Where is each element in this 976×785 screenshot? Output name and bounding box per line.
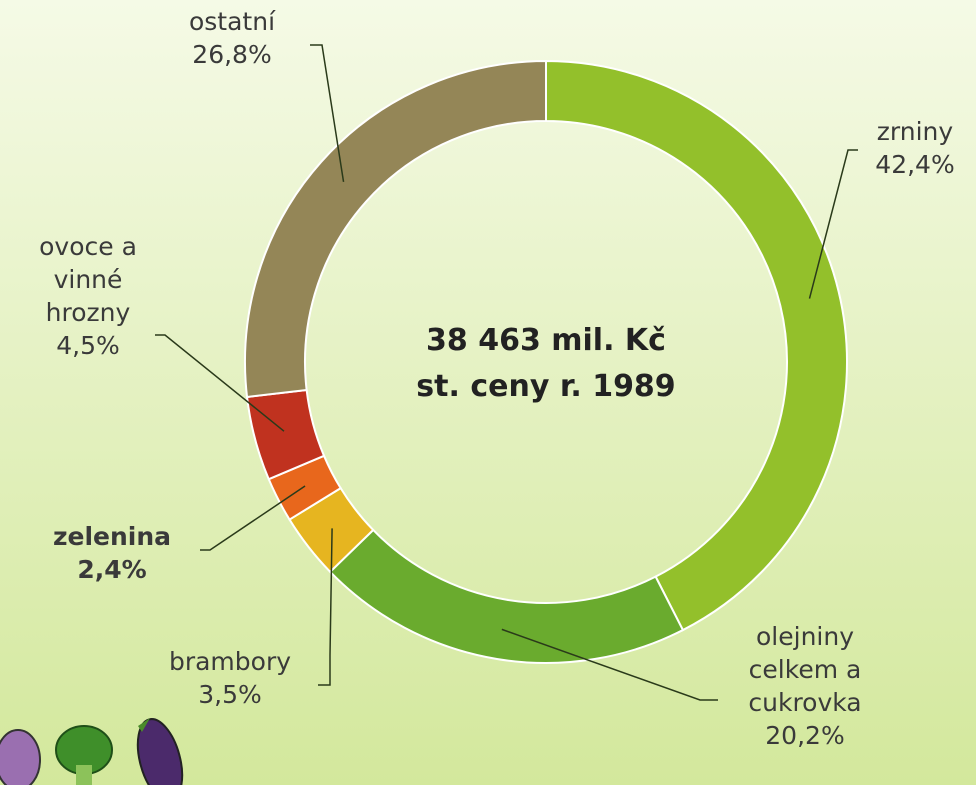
slice-label: ostatní 26,8% <box>189 5 275 71</box>
slice <box>328 528 685 664</box>
center-line: 38 463 mil. Kč <box>426 323 666 358</box>
slice-label: ovoce a vinné hrozny 4,5% <box>39 230 137 362</box>
slice <box>545 59 848 632</box>
value-label: 3,5% <box>198 680 262 709</box>
slice-label: olejniny celkem a cukrovka 20,2% <box>748 620 861 752</box>
category-label: ostatní <box>188 7 276 36</box>
slice-label: zrniny 42,4% <box>875 115 954 181</box>
value-label: 42,4% <box>875 150 955 179</box>
slice <box>244 59 547 399</box>
value-label: 4,5% <box>56 331 120 360</box>
leader-line <box>155 334 285 432</box>
leader-line <box>200 485 306 551</box>
category-label: ovoce a vinné hrozny <box>39 232 137 327</box>
slice-label: zelenina 2,4% <box>53 520 171 586</box>
vegetable-icons <box>0 718 184 785</box>
center-label: 38 463 mil. Kč st. ceny r. 1989 <box>416 318 675 410</box>
value-label: 20,2% <box>765 721 845 750</box>
leader-line <box>310 44 345 182</box>
value-label: 26,8% <box>192 40 272 69</box>
category-label: brambory <box>168 647 292 676</box>
leader-line <box>808 149 858 299</box>
value-label: 2,4% <box>77 555 147 584</box>
leader-line <box>318 528 333 686</box>
center-line: st. ceny r. 1989 <box>416 369 676 404</box>
leader-line <box>501 628 718 701</box>
category-label: olejniny celkem a cukrovka <box>748 622 862 717</box>
slice-label: brambory 3,5% <box>169 645 291 711</box>
category-label: zelenina <box>52 522 172 551</box>
category-label: zrniny <box>876 117 954 146</box>
